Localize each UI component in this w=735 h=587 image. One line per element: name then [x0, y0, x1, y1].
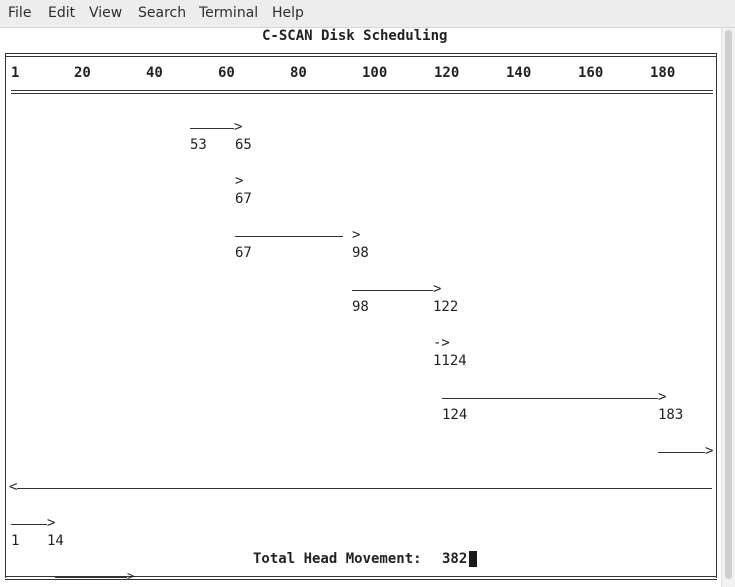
total-head-movement-value: 382 — [442, 551, 468, 567]
menu-terminal[interactable]: Terminal — [199, 5, 259, 21]
menu-bar: File Edit View Search Terminal Help — [0, 0, 735, 28]
move-from: 124 — [442, 407, 468, 423]
move-to: 122 — [433, 299, 459, 315]
move-to: 67 — [235, 191, 252, 207]
move-to: 65 — [235, 137, 252, 153]
total-head-movement-label: Total Head Movement: — [253, 551, 422, 567]
move-arrow: > — [47, 515, 56, 531]
move-line — [11, 524, 47, 525]
move-arrow: -> — [433, 335, 450, 351]
terminal-cursor — [469, 551, 477, 567]
move-arrow: < — [9, 479, 18, 495]
move-line — [17, 488, 712, 489]
menu-search[interactable]: Search — [138, 5, 187, 21]
menu-view[interactable]: View — [89, 5, 123, 21]
move-to: 183 — [658, 407, 684, 423]
frame-right-border — [716, 53, 717, 578]
move-arrow: > — [234, 119, 243, 135]
axis-label: 80 — [290, 65, 307, 81]
move-arrow: > — [352, 227, 361, 243]
move-line — [190, 128, 234, 129]
move-arrow: > — [433, 281, 442, 297]
menu-edit[interactable]: Edit — [48, 5, 76, 21]
axis-separator — [11, 90, 713, 94]
move-arrow: > — [705, 443, 714, 459]
axis-label: 40 — [146, 65, 163, 81]
move-arrow: > — [127, 569, 135, 583]
frame-top-border — [5, 53, 717, 57]
frame-bottom-border — [5, 576, 717, 580]
move-from: 1 — [11, 533, 20, 549]
frame-left-border — [5, 53, 6, 578]
move-to: 1124 — [433, 353, 467, 369]
move-from: 53 — [190, 137, 207, 153]
axis-label: 60 — [218, 65, 235, 81]
move-from: 98 — [352, 299, 369, 315]
terminal-scrollbar[interactable] — [721, 28, 735, 587]
terminal-area[interactable]: C-SCAN Disk Scheduling 1 20 40 60 80 100… — [0, 28, 722, 587]
move-line — [442, 398, 658, 399]
move-to: 14 — [47, 533, 64, 549]
menu-file[interactable]: File — [8, 5, 32, 21]
move-line — [55, 577, 127, 578]
move-arrow: > — [235, 173, 244, 189]
axis-label: 160 — [578, 65, 604, 81]
axis-label: 1 — [11, 65, 20, 81]
axis-label: 100 — [362, 65, 388, 81]
move-to: 98 — [352, 245, 369, 261]
page-title: C-SCAN Disk Scheduling — [262, 28, 448, 44]
move-line — [352, 290, 433, 291]
axis-label: 120 — [434, 65, 460, 81]
menu-help[interactable]: Help — [272, 5, 304, 21]
move-arrow: > — [658, 389, 667, 405]
axis-label: 140 — [506, 65, 532, 81]
move-line — [235, 236, 343, 237]
axis-label: 180 — [650, 65, 676, 81]
move-from: 67 — [235, 245, 252, 261]
axis-label: 20 — [74, 65, 91, 81]
scrollbar-thumb[interactable] — [725, 30, 732, 579]
move-line — [658, 452, 705, 453]
